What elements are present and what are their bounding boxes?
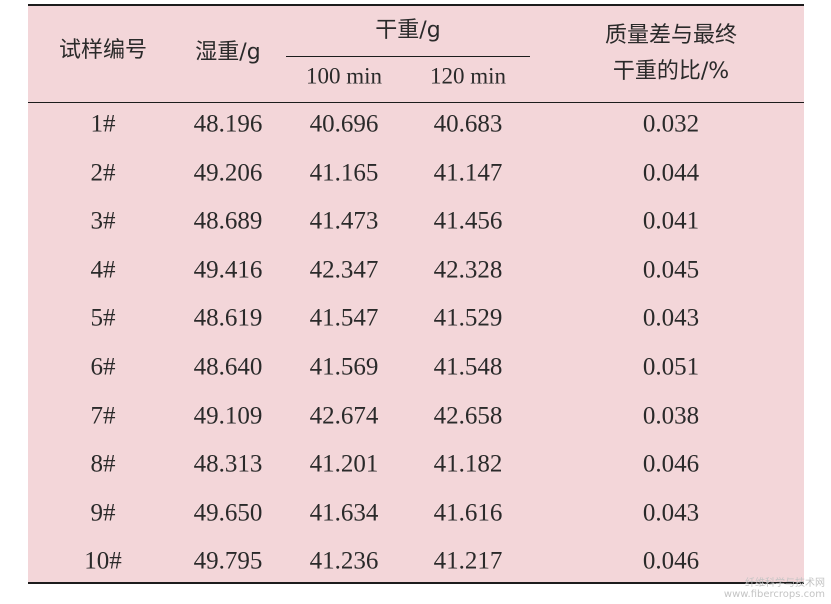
watermark-line1: 纤维科学与技术网 bbox=[745, 578, 825, 589]
cell-dry-100min: 41.165 bbox=[309, 159, 379, 187]
cell-dry-100min: 40.696 bbox=[309, 110, 379, 138]
cell-wet-weight: 49.416 bbox=[193, 256, 263, 284]
cell-wet-weight: 49.109 bbox=[193, 402, 263, 430]
cell-ratio: 0.043 bbox=[642, 304, 700, 332]
cell-wet-weight: 49.206 bbox=[193, 159, 263, 187]
header-ratio-line1: 质量差与最终 bbox=[604, 23, 738, 48]
cell-wet-weight: 48.196 bbox=[193, 110, 263, 138]
cell-ratio: 0.041 bbox=[642, 207, 700, 235]
header-dry-100min: 100 min bbox=[305, 63, 383, 89]
cell-dry-120min: 42.328 bbox=[433, 256, 503, 284]
cell-dry-120min: 41.456 bbox=[433, 207, 503, 235]
cell-ratio: 0.038 bbox=[642, 402, 700, 430]
cell-dry-120min: 41.616 bbox=[433, 499, 503, 527]
cell-ratio: 0.046 bbox=[642, 547, 700, 575]
cell-wet-weight: 49.795 bbox=[193, 547, 263, 575]
cell-dry-120min: 41.217 bbox=[433, 547, 503, 575]
header-wet-weight: 湿重/g bbox=[195, 40, 261, 65]
cell-ratio: 0.051 bbox=[642, 353, 700, 381]
cell-sample-no: 8# bbox=[90, 450, 116, 478]
cell-ratio: 0.032 bbox=[642, 110, 700, 138]
cell-sample-no: 7# bbox=[90, 402, 116, 430]
cell-sample-no: 6# bbox=[90, 353, 116, 381]
cell-sample-no: 3# bbox=[90, 207, 116, 235]
data-table: 试样编号 湿重/g 干重/g 100 min 120 min 质量差与最终 干重… bbox=[28, 4, 804, 584]
cell-dry-100min: 42.347 bbox=[309, 256, 379, 284]
cell-ratio: 0.044 bbox=[642, 159, 700, 187]
header-dry-120min: 120 min bbox=[429, 63, 507, 89]
cell-sample-no: 1# bbox=[90, 110, 116, 138]
cell-dry-100min: 41.236 bbox=[309, 547, 379, 575]
cell-sample-no: 2# bbox=[90, 159, 116, 187]
cell-dry-100min: 41.201 bbox=[309, 450, 379, 478]
header-rule bbox=[28, 102, 804, 103]
cell-sample-no: 4# bbox=[90, 256, 116, 284]
dry-weight-group-rule bbox=[286, 56, 530, 57]
cell-dry-120min: 40.683 bbox=[433, 110, 503, 138]
cell-sample-no: 9# bbox=[90, 499, 116, 527]
cell-ratio: 0.046 bbox=[642, 450, 700, 478]
cell-dry-120min: 41.529 bbox=[433, 304, 503, 332]
cell-dry-100min: 41.473 bbox=[309, 207, 379, 235]
cell-wet-weight: 48.619 bbox=[193, 304, 263, 332]
cell-sample-no: 5# bbox=[90, 304, 116, 332]
header-dry-weight: 干重/g bbox=[375, 18, 441, 43]
cell-wet-weight: 48.313 bbox=[193, 450, 263, 478]
cell-wet-weight: 49.650 bbox=[193, 499, 263, 527]
header-ratio-line2: 干重的比/% bbox=[612, 59, 730, 84]
cell-dry-120min: 42.658 bbox=[433, 402, 503, 430]
watermark-line2: www.fibercrops.com bbox=[723, 589, 825, 600]
cell-dry-100min: 41.634 bbox=[309, 499, 379, 527]
cell-dry-100min: 42.674 bbox=[309, 402, 379, 430]
cell-dry-100min: 41.569 bbox=[309, 353, 379, 381]
cell-dry-100min: 41.547 bbox=[309, 304, 379, 332]
watermark: 纤维科学与技术网 www.fibercrops.com bbox=[724, 578, 825, 600]
cell-dry-120min: 41.548 bbox=[433, 353, 503, 381]
cell-dry-120min: 41.182 bbox=[433, 450, 503, 478]
cell-ratio: 0.045 bbox=[642, 256, 700, 284]
cell-dry-120min: 41.147 bbox=[433, 159, 503, 187]
header-sample-no: 试样编号 bbox=[58, 38, 148, 63]
cell-wet-weight: 48.640 bbox=[193, 353, 263, 381]
cell-sample-no: 10# bbox=[84, 547, 122, 575]
cell-ratio: 0.043 bbox=[642, 499, 700, 527]
cell-wet-weight: 48.689 bbox=[193, 207, 263, 235]
